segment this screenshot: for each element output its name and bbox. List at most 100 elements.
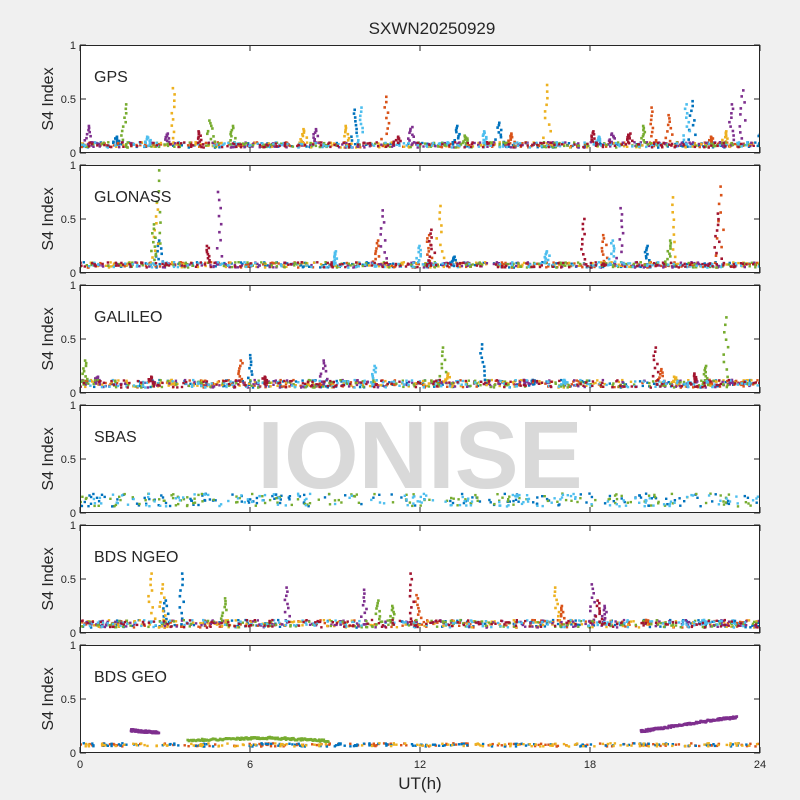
point-sat-7 [370,264,373,267]
spike-point-sat-4 [739,113,742,116]
point-sat-7 [139,141,142,144]
spike-point-sat-1 [180,611,183,615]
point-sat-7 [619,384,622,387]
spike-point-sat-5 [704,364,708,368]
point-sat-1 [757,624,760,628]
point-sat-4 [158,498,161,501]
point-sat-4 [650,504,653,507]
point-sat-5 [708,265,712,269]
point-sat-7 [479,265,482,268]
spike-point-sat-3 [440,250,444,253]
point-sat-7 [334,385,337,388]
spike-point-sat-3 [556,602,559,606]
point-sat-5 [632,383,636,386]
point-sat-1 [727,502,731,506]
point-sat-1 [413,504,417,507]
point-sat-7 [296,144,299,148]
spike-point-sat-7 [392,140,396,144]
spike-point-sat-1 [157,239,161,242]
point-sat-2 [204,624,207,628]
point-sat-4 [291,262,295,266]
point-sat-4 [354,379,358,383]
point-sat-2 [505,624,508,627]
point-sat-7 [519,384,522,387]
point-sat-3 [402,145,406,148]
point-sat-6 [668,504,671,508]
point-sat-7 [586,265,589,268]
point-sat-6 [527,265,530,268]
point-sat-7 [634,385,637,389]
point-sat-4 [415,141,418,145]
point-sat-3 [709,384,712,387]
point-sat-4 [200,624,203,627]
spike-point-sat-5 [664,263,668,266]
spike-point-sat-3 [543,116,547,120]
point-sat-7 [522,379,526,382]
spike-point-sat-1 [482,365,486,368]
y-tick-label: 0.5 [61,214,76,226]
spike-point-sat-2 [240,377,244,381]
point-sat-2 [613,385,616,389]
spike-point-sat-5 [82,367,85,370]
spike-point-sat-7 [581,237,584,241]
point-sat-3 [567,261,571,265]
spike-point-sat-1 [162,607,165,610]
point-sat-1 [335,264,339,267]
point-sat-6 [430,144,434,147]
point-sat-1 [319,266,322,269]
point-sat-6 [178,499,182,502]
point-sat-4 [337,146,341,149]
point-sat-6 [571,264,574,267]
point-sat-1 [157,504,160,507]
point-sat-6 [177,496,180,499]
spike-point-sat-2 [504,143,507,146]
point-sat-2 [740,383,743,387]
point-sat-7 [551,265,555,268]
point-sat-1 [252,500,255,503]
point-sat-6 [147,492,151,495]
point-sat-7 [641,264,644,267]
point-sat-2 [274,381,278,384]
point-sat-7 [360,381,363,384]
spike-point-sat-1 [645,246,649,250]
point-sat-5 [96,379,100,382]
spike-point-sat-2 [510,132,513,135]
point-sat-4 [212,498,215,501]
point-sat-7 [190,262,193,265]
point-sat-4 [626,501,629,504]
point-sat-6 [719,265,723,269]
point-sat-7 [390,382,393,385]
point-sat-3 [285,381,288,384]
point-sat-5 [304,261,308,265]
spike-point-sat-2 [427,246,430,250]
point-sat-6 [310,265,313,269]
point-sat-6 [705,379,708,383]
point-sat-4 [679,143,682,146]
spike-point-sat-4 [730,112,733,115]
point-sat-1 [685,145,689,148]
spike-point-sat-5 [668,252,671,256]
spike-point-sat-2 [237,372,240,376]
point-sat-3 [117,623,120,626]
point-sat-5 [695,266,698,269]
spike-point-sat-6 [687,380,691,384]
spike-point-sat-7 [713,246,716,249]
point-sat-7 [110,145,113,149]
point-sat-3 [660,381,663,384]
point-sat-2 [500,261,504,264]
point-sat-1 [508,145,511,148]
point-sat-7 [739,142,743,146]
point-sat-3 [520,379,523,382]
point-sat-4 [492,262,496,266]
spike-point-sat-6 [543,255,547,259]
point-sat-4 [743,265,746,269]
point-sat-5 [505,263,508,266]
point-sat-4 [355,493,358,496]
spike-point-sat-7 [427,259,430,262]
spike-point-sat-4 [361,603,365,607]
point-sat-4 [310,263,313,267]
point-sat-5 [410,263,413,266]
spike-point-sat-7 [428,255,432,258]
point-sat-3 [539,382,542,385]
